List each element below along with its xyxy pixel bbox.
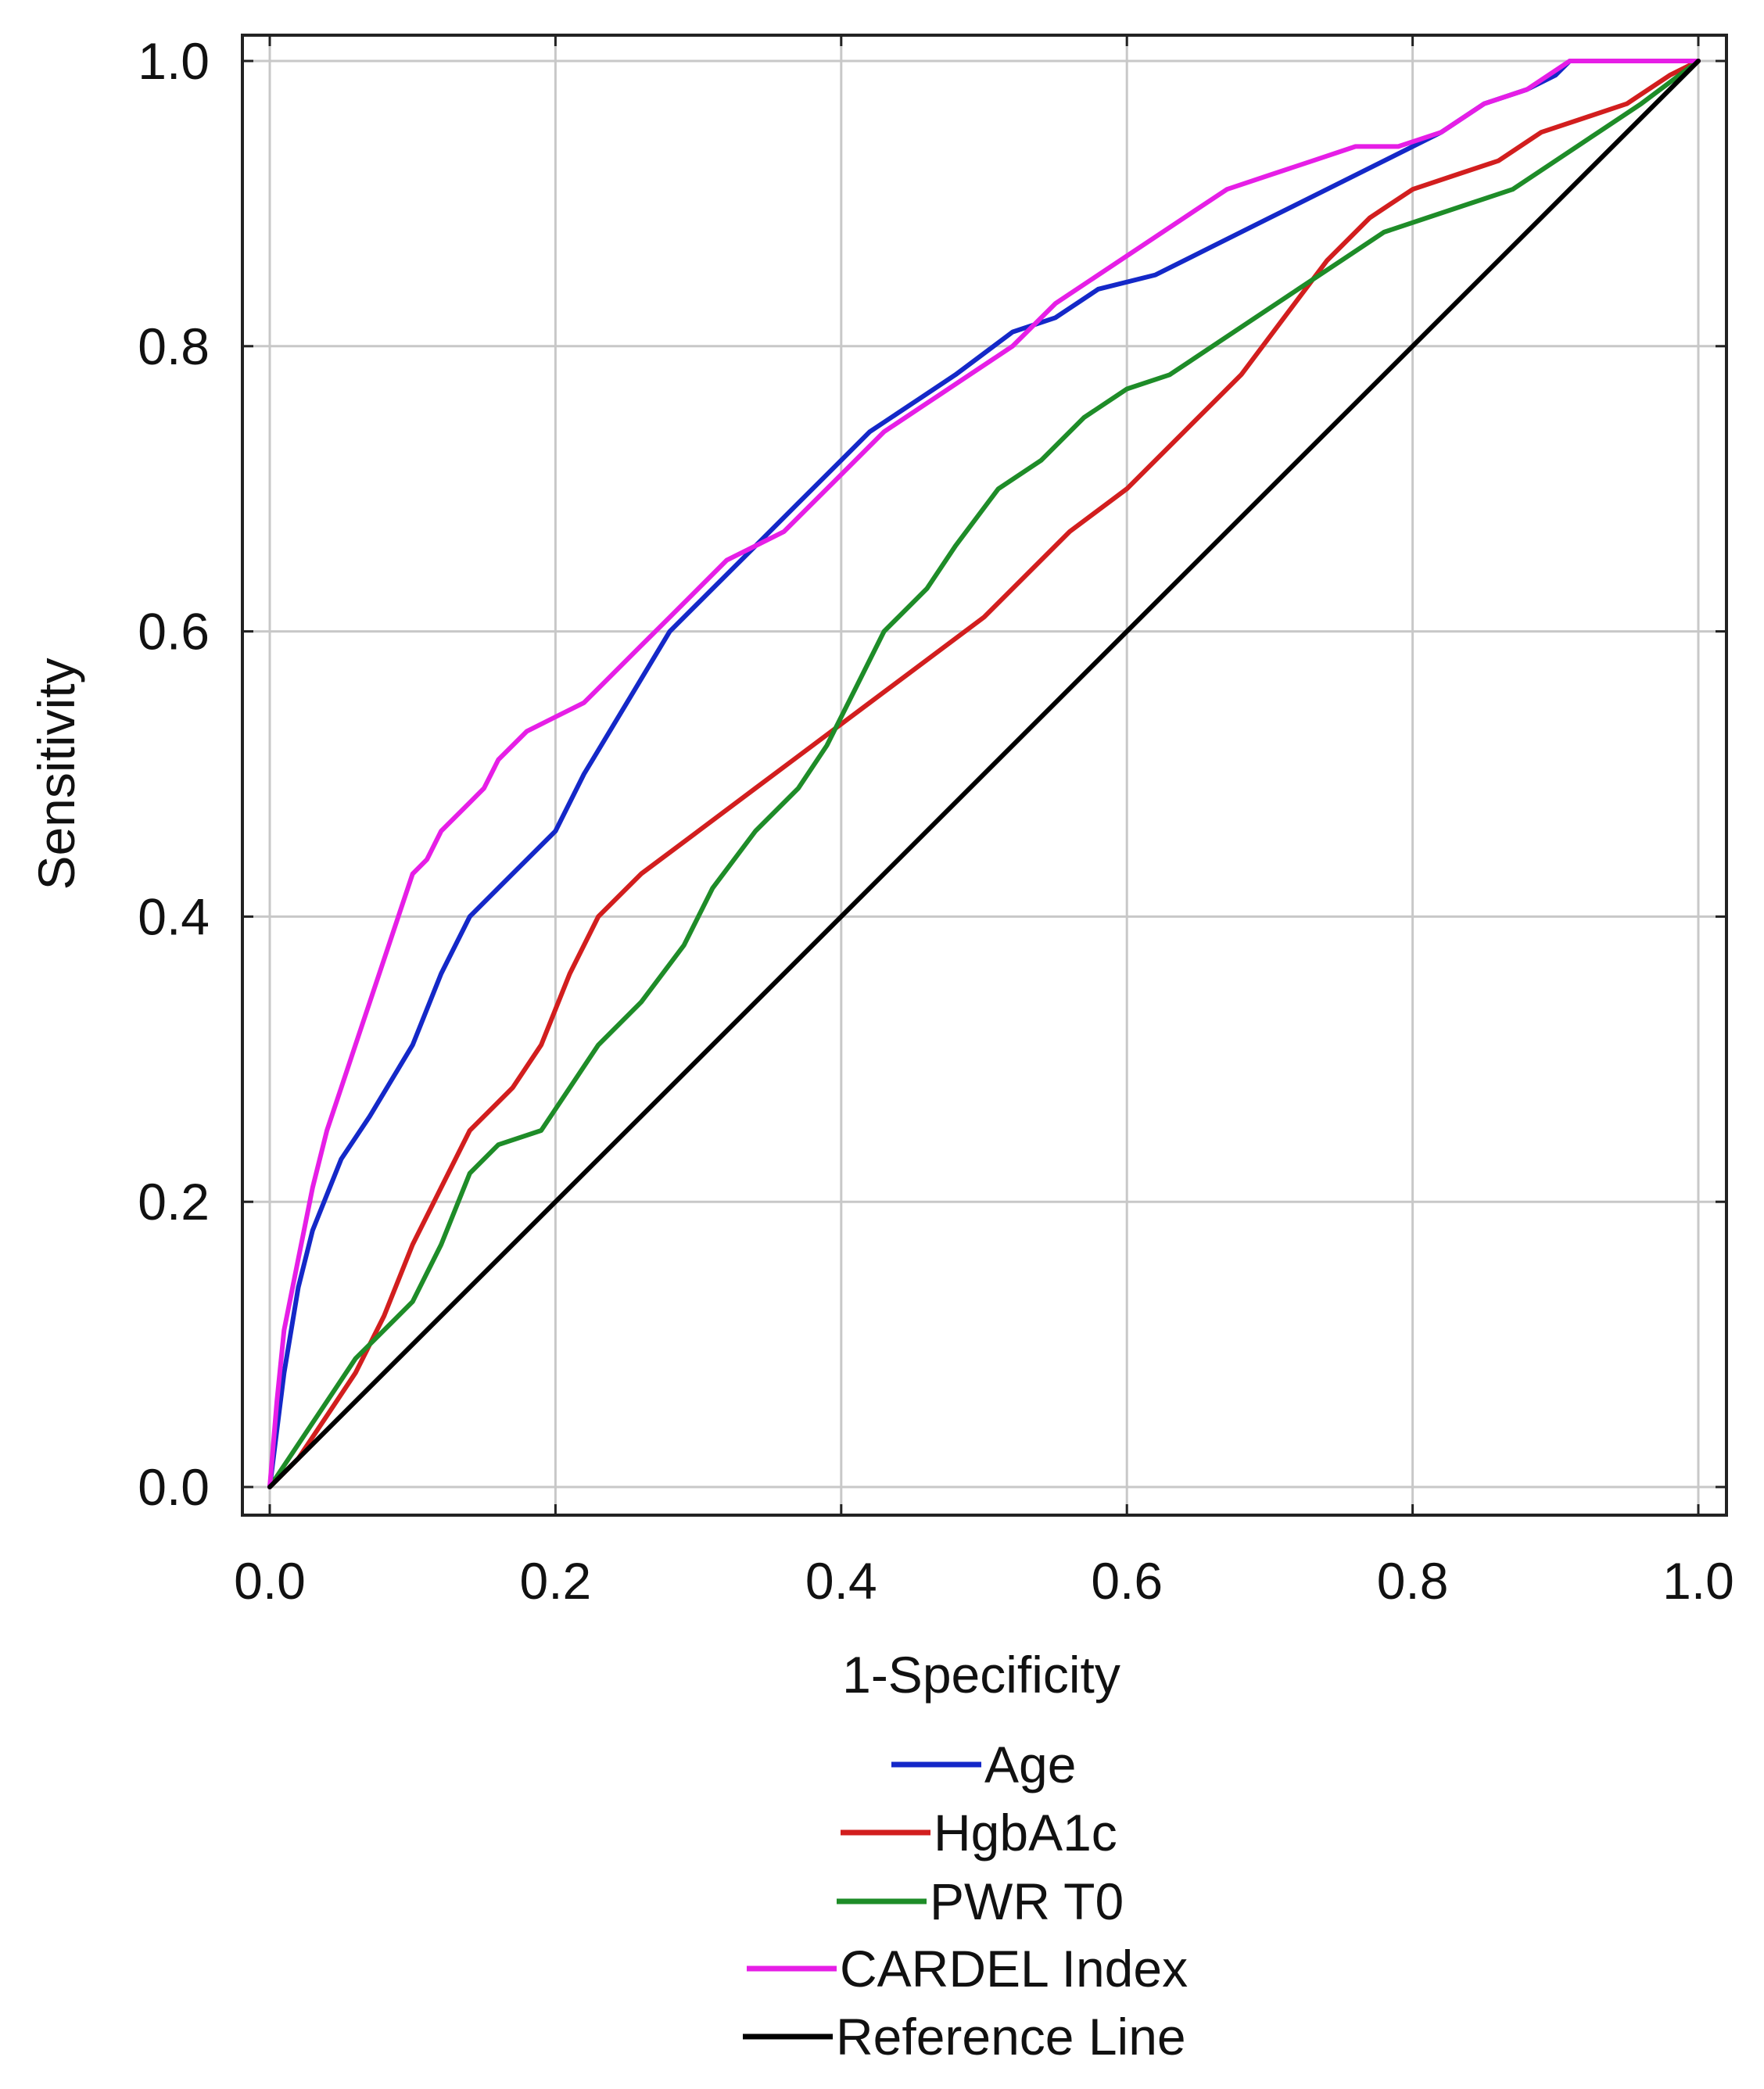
legend: Age HgbA1c PWR T0 CARDEL Index Reference Lin…	[743, 1736, 1188, 2066]
y-tick-label-4: 0.8	[138, 317, 210, 375]
plot-frame	[241, 34, 1728, 1517]
plot-series	[267, 59, 1701, 1489]
x-tick-label-1: 0.2	[520, 1552, 592, 1610]
y-tick-label-1: 0.2	[138, 1173, 210, 1231]
x-axis-label: 1-Specificity	[842, 1646, 1120, 1704]
x-tick-label-0: 0.0	[234, 1552, 306, 1610]
axis-ticks: 0.0 0.2 0.4 0.6 0.8 1.0 0.0 0.2 0.4 0.6 0.8 1.0	[138, 32, 1734, 1610]
x-tick-label-5: 1.0	[1662, 1552, 1734, 1610]
y-tick-label-0: 0.0	[138, 1458, 210, 1516]
legend-label-hgba1c: HgbA1c	[934, 1804, 1117, 1861]
x-tick-label-3: 0.6	[1091, 1552, 1163, 1610]
y-tick-label-5: 1.0	[138, 32, 210, 90]
y-tick-label-2: 0.4	[138, 887, 210, 945]
x-tick-label-4: 0.8	[1377, 1552, 1449, 1610]
y-tick-label-3: 0.6	[138, 603, 210, 661]
legend-label-reference-line: Reference Line	[836, 2008, 1186, 2066]
series-line-pwr-t0	[267, 59, 1701, 1489]
y-axis-label: Sensitivity	[27, 658, 85, 890]
legend-label-age: Age	[984, 1736, 1076, 1793]
legend-label-cardel-index: CARDEL Index	[840, 1940, 1188, 1998]
legend-label-pwr-t0: PWR T0	[930, 1872, 1124, 1930]
series-line-age	[267, 59, 1701, 1489]
series-line-cardel-index	[267, 59, 1701, 1489]
series-line-hgba1c	[267, 59, 1701, 1489]
series-line-reference-line	[267, 59, 1701, 1489]
x-tick-label-2: 0.4	[805, 1552, 877, 1610]
grid	[242, 35, 1726, 1515]
